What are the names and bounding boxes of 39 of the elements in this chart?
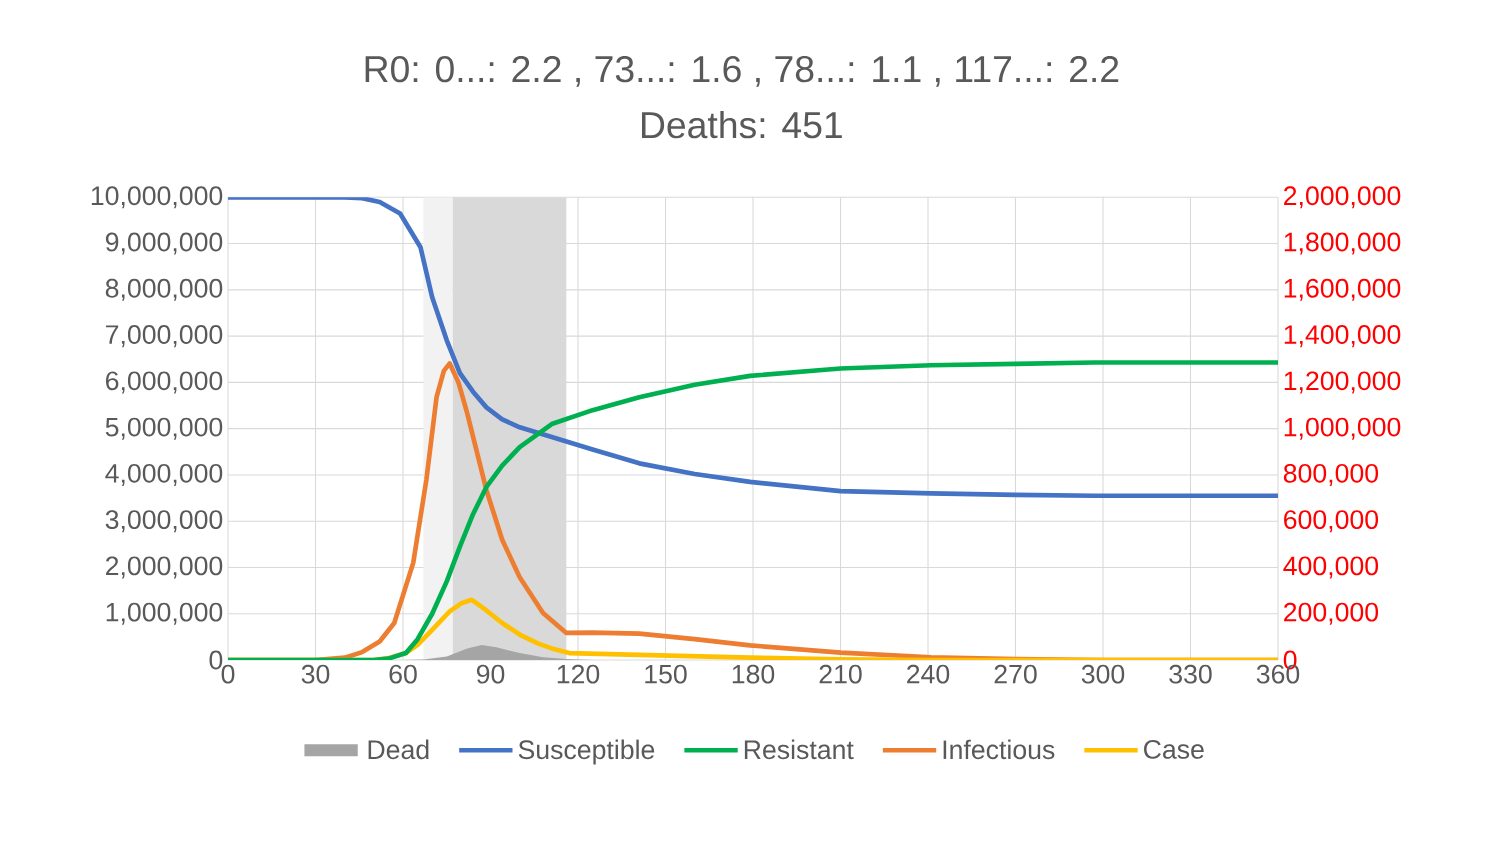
legend-label: Infectious [943,739,1055,760]
x-tick-label: 330 [1169,664,1212,684]
y2-tick-label: 800,000 [1283,463,1379,486]
x-tick-label: 240 [907,664,950,684]
y2-tick-label: 1,200,000 [1284,371,1401,394]
x-tick-label: 300 [1081,664,1125,684]
y-tick-label: 2,000,000 [106,556,223,579]
y-tick-label: 8,000,000 [105,278,223,301]
y2-tick-label: 1,000,000 [1284,417,1401,440]
y-tick-label: 1,000,000 [106,602,223,625]
y-tick-label: 5,000,000 [105,417,223,440]
y2-tick-label: 400,000 [1283,556,1379,579]
y-tick-label: 6,000,000 [106,371,223,394]
x-tick-label: 180 [732,664,775,684]
x-tick-label: 90 [476,664,505,684]
x-tick-label: 150 [645,664,687,684]
x-tick-label: 60 [389,664,417,684]
x-tick-label: 120 [557,664,600,684]
chart-title: R0: 0...: 2.2 , 73...: 1.6 , 78...: 1.1 , 117...: 2.2 [365,55,1119,87]
y-tick-label: 0 [209,650,223,670]
y2-tick-label: 1,600,000 [1284,278,1401,301]
y-tick-label: 7,000,000 [106,325,223,348]
x-tick-label: 210 [819,664,862,684]
y-tick-label: 4,000,000 [105,463,223,486]
y2-tick-label: 200,000 [1284,602,1379,625]
legend-label: Resistant [744,739,854,760]
y2-tick-label: 1,800,000 [1284,232,1401,255]
x-tick-label: 30 [301,664,330,684]
legend-label: Susceptible [518,739,655,765]
y-tick-label: 3,000,000 [105,510,223,533]
y2-tick-label: 2,000,000 [1284,186,1401,209]
y-tick-label: 9,000,000 [105,232,223,255]
chart-subtitle: Deaths: 451 [642,110,842,139]
x-tick-label: 270 [994,664,1037,684]
legend-label: Dead [368,739,429,760]
y-tick-label: 10,000,000 [91,186,223,209]
y2-tick-label: 1,400,000 [1284,325,1401,348]
y2-tick-label: 600,000 [1284,510,1379,533]
legend-label: Case [1144,739,1204,759]
